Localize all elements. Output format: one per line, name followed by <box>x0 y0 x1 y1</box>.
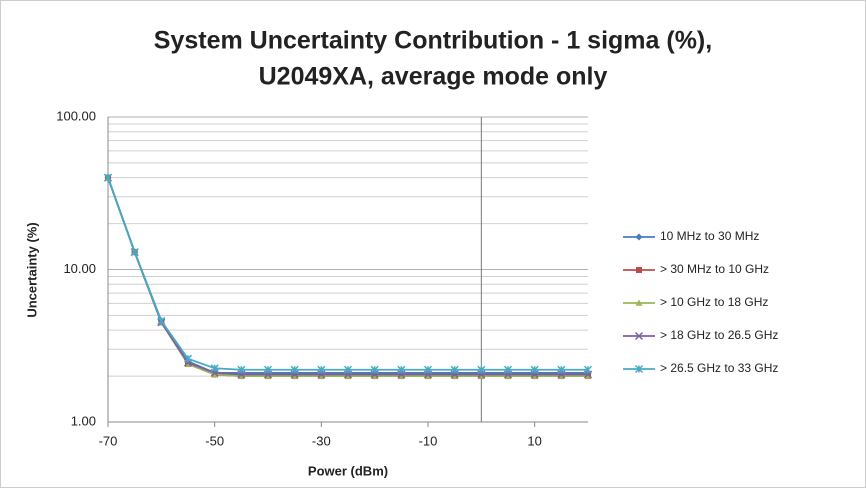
data-point <box>344 372 352 379</box>
data-point <box>397 372 405 379</box>
x-tick-label: -70 <box>99 433 118 448</box>
data-point <box>371 372 379 379</box>
x-tick-label: -10 <box>419 433 438 448</box>
data-point <box>424 372 432 379</box>
data-point <box>557 365 566 374</box>
data-point <box>584 372 592 379</box>
data-point <box>530 365 539 374</box>
data-point <box>531 372 539 379</box>
legend-label: > 18 GHz to 26.5 GHz <box>660 328 778 342</box>
data-point <box>397 365 406 374</box>
data-point <box>504 372 512 379</box>
data-point <box>343 365 353 374</box>
x-tick-label: -50 <box>205 433 224 448</box>
x-tick-label: 10 <box>527 433 541 448</box>
data-point <box>237 372 245 379</box>
data-point <box>503 365 513 374</box>
data-point <box>210 364 219 373</box>
data-point <box>317 372 325 379</box>
data-point <box>290 365 299 374</box>
data-point <box>264 372 272 379</box>
data-point <box>370 365 379 374</box>
data-point <box>317 365 326 374</box>
y-tick-label: 10.00 <box>63 261 96 276</box>
data-point <box>423 365 433 374</box>
y-tick-label: 100.00 <box>56 108 96 123</box>
legend-label: > 10 GHz to 18 GHz <box>660 295 768 309</box>
legend-marker <box>634 331 644 341</box>
data-point <box>103 173 113 182</box>
legend-marker <box>635 233 643 241</box>
data-point <box>451 372 459 379</box>
chart-title: System Uncertainty Contribution - 1 sigm… <box>154 27 712 55</box>
y-tick-label: 1.00 <box>71 413 96 428</box>
data-point <box>211 370 219 378</box>
legend-marker <box>634 364 644 374</box>
legend-label: > 30 MHz to 10 GHz <box>660 262 769 276</box>
legend-label: 10 MHz to 30 MHz <box>660 229 759 243</box>
x-tick-label: -30 <box>312 433 331 448</box>
x-axis-title: Power (dBm) <box>308 463 388 478</box>
data-point <box>477 365 486 374</box>
legend-marker <box>635 299 643 306</box>
data-point <box>237 365 246 374</box>
legend-label: > 26.5 GHz to 33 GHz <box>660 361 778 375</box>
data-point <box>157 316 166 325</box>
data-point <box>477 372 485 379</box>
data-point <box>263 365 273 374</box>
data-point <box>291 372 299 379</box>
y-axis-title: Uncertainty (%) <box>24 222 39 317</box>
data-point <box>583 365 593 374</box>
data-point <box>450 365 459 374</box>
data-point <box>130 248 139 257</box>
chart-title: U2049XA, average mode only <box>259 63 608 91</box>
data-point <box>557 372 565 379</box>
legend-marker <box>636 267 642 273</box>
data-point <box>183 354 193 363</box>
